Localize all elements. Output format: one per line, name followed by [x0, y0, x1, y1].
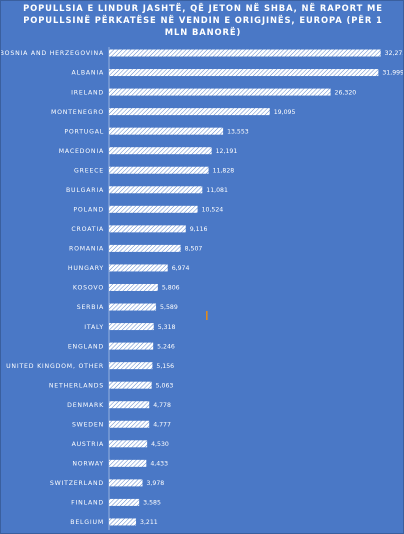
category-label: PORTUGAL — [64, 128, 104, 135]
value-label: 12,191 — [216, 148, 238, 155]
value-label: 4,778 — [153, 402, 171, 409]
bar — [109, 479, 143, 487]
bar — [109, 401, 150, 409]
value-label: 4,777 — [153, 421, 171, 428]
bar — [109, 244, 181, 252]
category-label: AUSTRIA — [72, 441, 104, 448]
bar — [109, 147, 212, 155]
value-label: 3,211 — [140, 519, 158, 526]
category-label: IRELAND — [71, 89, 104, 96]
category-label: SERBIA — [77, 304, 104, 311]
bar — [109, 420, 150, 428]
category-label: ITALY — [84, 324, 104, 331]
value-label: 5,806 — [162, 285, 180, 292]
value-label: 6,974 — [172, 265, 190, 272]
value-label: 19,095 — [274, 109, 296, 116]
bar — [109, 323, 154, 331]
bar — [109, 381, 152, 389]
category-label: ENGLAND — [68, 343, 104, 350]
category-label: UNITED KINGDOM, OTHER — [6, 363, 104, 370]
bar — [109, 459, 147, 467]
value-label: 4,433 — [150, 461, 168, 468]
value-label: 11,828 — [213, 167, 235, 174]
category-label: SWITZERLAND — [50, 480, 104, 487]
category-label: KOSOVO — [73, 285, 104, 292]
category-label: MONTENEGRO — [51, 109, 104, 116]
chart-title-line-1: POPULLSIA E LINDUR JASHTË, QË JETON NË S… — [23, 3, 383, 13]
value-label: 5,589 — [160, 304, 178, 311]
bar — [109, 108, 270, 116]
bar — [109, 362, 153, 370]
bar — [109, 186, 203, 194]
category-label: ROMANIA — [69, 246, 104, 253]
value-label: 3,978 — [146, 480, 164, 487]
category-label: BULGARIA — [66, 187, 104, 194]
bar — [109, 88, 331, 96]
bar — [109, 440, 148, 448]
value-label: 5,246 — [157, 343, 175, 350]
bar — [109, 49, 381, 57]
chart-title-line-2: POPULLSINË PËRKATËSE NË VENDIN E ORIGJIN… — [23, 15, 383, 25]
bar — [109, 69, 379, 77]
category-label: GREECE — [74, 167, 104, 174]
category-label: MACEDONIA — [59, 148, 104, 155]
category-label: FINLAND — [71, 500, 104, 507]
category-label: DENMARK — [67, 402, 104, 409]
category-label: ALBANIA — [72, 70, 104, 77]
category-label: BOSNIA AND HERZEGOVINA — [1, 50, 104, 57]
value-label: 5,318 — [158, 324, 176, 331]
bar — [109, 518, 137, 526]
category-label: CROATIA — [71, 226, 104, 233]
value-label: 31,999 — [382, 70, 404, 77]
category-label: NORWAY — [72, 461, 104, 468]
bar — [109, 283, 158, 291]
value-label: 5,063 — [156, 382, 174, 389]
category-label: BELGIUM — [70, 519, 104, 526]
category-label: HUNGARY — [68, 265, 104, 272]
bar — [109, 303, 157, 311]
value-label: 13,553 — [227, 128, 249, 135]
category-label: NETHERLANDS — [49, 382, 104, 389]
bar — [109, 205, 198, 213]
value-label: 32,273 — [385, 50, 404, 57]
value-label: 11,081 — [206, 187, 228, 194]
value-label: 26,320 — [335, 89, 357, 96]
category-label: SWEDEN — [72, 421, 104, 428]
value-label: 9,116 — [190, 226, 208, 233]
bar — [109, 225, 186, 233]
chart-title-line-3: MLN BANORË) — [164, 27, 242, 37]
value-label: 10,524 — [202, 207, 224, 214]
bar — [109, 342, 154, 350]
bar — [109, 127, 224, 135]
cursor-marker — [206, 311, 208, 320]
value-label: 5,156 — [156, 363, 174, 370]
category-label: POLAND — [73, 207, 104, 214]
value-label: 8,507 — [185, 246, 203, 253]
value-label: 4,530 — [151, 441, 169, 448]
bar — [109, 498, 140, 506]
bar — [109, 166, 209, 174]
bar — [109, 264, 168, 272]
value-label: 3,585 — [143, 500, 161, 507]
